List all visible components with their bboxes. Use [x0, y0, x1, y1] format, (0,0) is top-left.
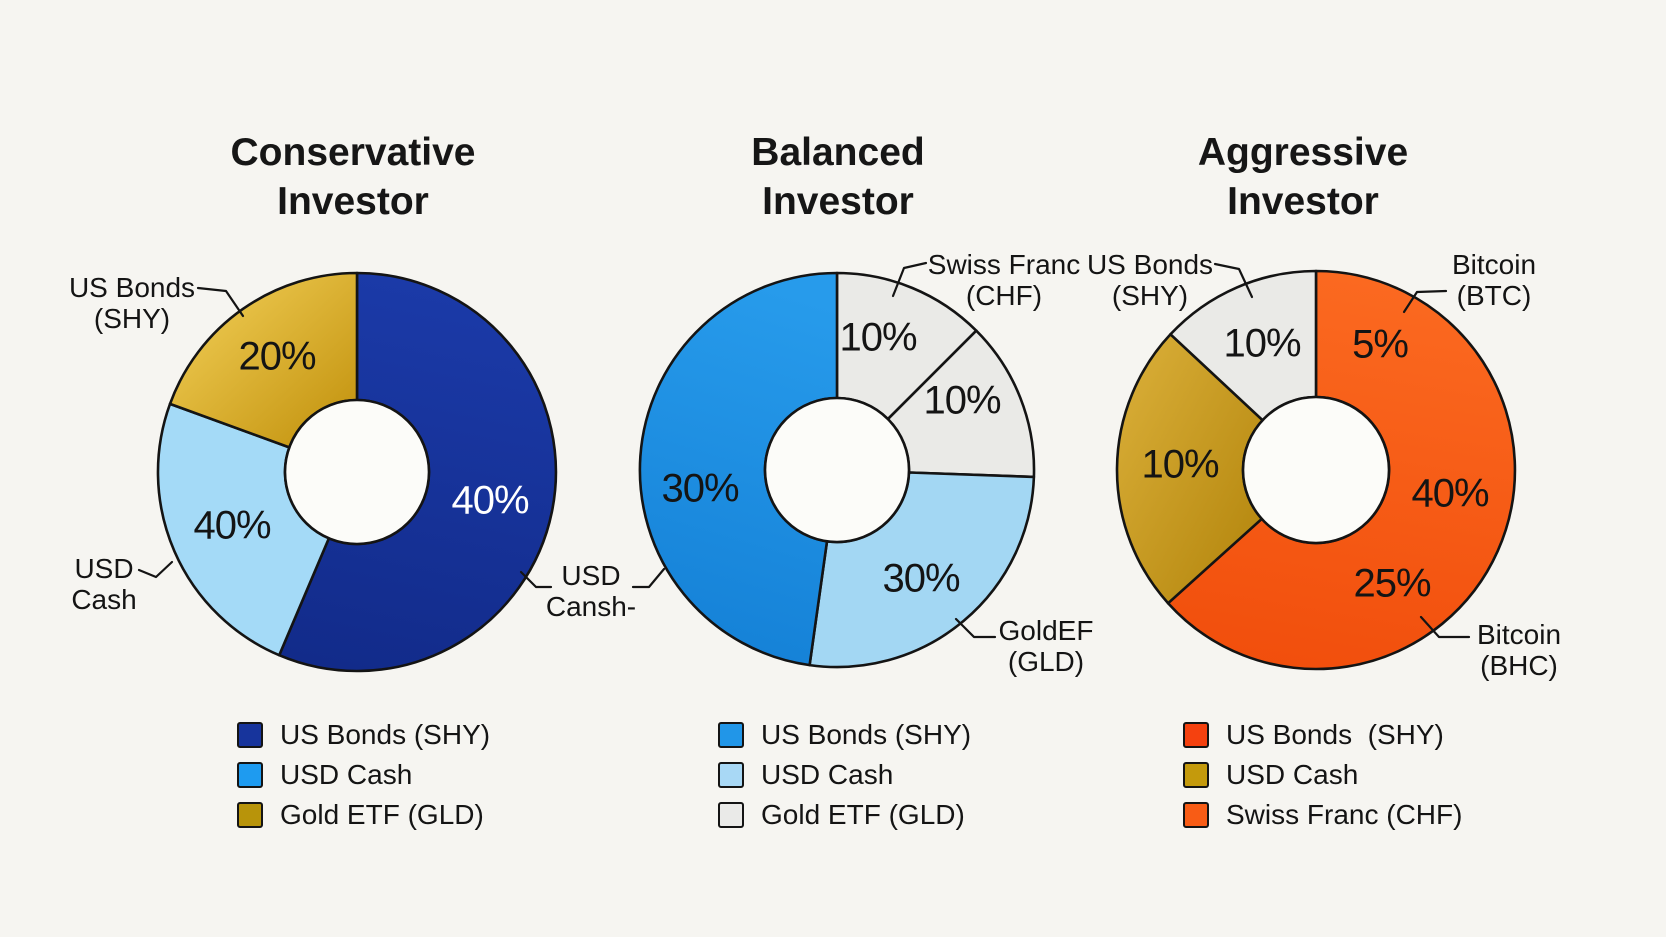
callout-leader-line	[631, 567, 666, 589]
donut-hole	[283, 398, 431, 546]
callout-line: (CHF)	[965, 280, 1043, 311]
legend-swatch	[1183, 762, 1209, 788]
chart-title-line: Investor	[762, 180, 914, 223]
legend-swatch	[237, 762, 263, 788]
legend-balanced-item: USD Cash	[718, 759, 894, 790]
callout-us-bonds-shy-3: US Bonds (SHY)	[1087, 249, 1213, 311]
callout-line: GoldEF	[998, 615, 1094, 646]
callout-line: Bitcoin	[1476, 619, 1562, 650]
slice-percent-label: 25%	[1353, 561, 1431, 606]
slice-percent-label: 20%	[238, 334, 316, 379]
legend-swatch	[1183, 722, 1209, 748]
legend-conservative-item: US Bonds (SHY)	[237, 719, 491, 750]
legend-swatch	[237, 722, 263, 748]
legend-label: USD Cash	[761, 759, 894, 790]
chart-title-conservative: Conservative Investor	[133, 128, 573, 226]
legend-balanced-item: Gold ETF (GLD)	[718, 799, 965, 830]
slice-percent-label: 10%	[923, 378, 1001, 423]
callout-line: USD	[561, 560, 621, 591]
legend-swatch	[718, 802, 744, 828]
callout-line: (GLD)	[1007, 646, 1085, 677]
chart-title-line: Conservative	[230, 131, 476, 174]
legend-label: Gold ETF (GLD)	[761, 799, 965, 830]
slice-percent-label: 10%	[1141, 442, 1219, 487]
legend-label: US Bonds (SHY)	[280, 719, 491, 750]
callout-line: Cansh-	[545, 591, 637, 622]
chart-title-aggressive: Aggressive Investor	[1083, 128, 1523, 226]
chart-title-balanced: Balanced Investor	[618, 128, 1058, 226]
callout-leader-line	[891, 261, 928, 298]
conservative-donut	[156, 271, 558, 673]
callout-leader-line	[196, 286, 245, 318]
slice-percent-label: 10%	[839, 315, 917, 360]
callout-line: (BTC)	[1456, 280, 1532, 311]
legend-swatch	[718, 762, 744, 788]
callout-goldef-gld: GoldEF (GLD)	[999, 615, 1094, 677]
callout-leader-line	[1402, 289, 1448, 314]
legend-conservative-item: USD Cash	[237, 759, 413, 790]
slice-percent-label: 30%	[882, 556, 960, 601]
chart-title-line: Investor	[277, 180, 429, 223]
legend-swatch	[718, 722, 744, 748]
legend-balanced-item: US Bonds (SHY)	[718, 719, 972, 750]
slice-percent-label: 40%	[193, 503, 271, 548]
legend-aggressive-item: Swiss Franc (CHF)	[1183, 799, 1463, 830]
callout-line: Swiss Franc	[927, 249, 1081, 280]
donut-hole	[763, 396, 911, 544]
callout-line: Cash	[71, 584, 137, 615]
callout-bitcoin-btc: Bitcoin (BTC)	[1452, 249, 1536, 311]
slice-percent-label: 10%	[1223, 321, 1301, 366]
callout-line: (SHY)	[1111, 280, 1189, 311]
callout-leader-line	[519, 570, 553, 589]
callout-leader-line	[137, 560, 174, 579]
legend-conservative-item: Gold ETF (GLD)	[237, 799, 484, 830]
legend-swatch	[1183, 802, 1209, 828]
callout-swiss-franc-chf: Swiss Franc (CHF)	[928, 249, 1080, 311]
chart-title-line: Investor	[1227, 180, 1379, 223]
legend-aggressive-item: USD Cash	[1183, 759, 1359, 790]
callout-line: US Bonds	[68, 272, 196, 303]
slice-percent-label: 40%	[451, 478, 529, 523]
callout-line: Bitcoin	[1451, 249, 1537, 280]
legend-label: USD Cash	[280, 759, 413, 790]
legend-label: USD Cash	[1226, 759, 1359, 790]
callout-line: US Bonds	[1086, 249, 1214, 280]
callout-line: (SHY)	[93, 303, 171, 334]
legend-aggressive-item: US Bonds (SHY)	[1183, 719, 1444, 750]
legend-label: Swiss Franc (CHF)	[1226, 799, 1463, 830]
callout-usd-cansh: USD Cansh-	[546, 560, 636, 622]
callout-usd-cash-1: USD Cash	[71, 553, 136, 615]
callout-us-bonds-shy-1: US Bonds (SHY)	[69, 272, 195, 334]
donut-hole	[1241, 395, 1391, 545]
slice-percent-label: 30%	[661, 466, 739, 511]
legend-label: Gold ETF (GLD)	[280, 799, 484, 830]
legend-label: US Bonds (SHY)	[761, 719, 972, 750]
callout-bitcoin-bhc: Bitcoin (BHC)	[1477, 619, 1561, 681]
legend-swatch	[237, 802, 263, 828]
chart-title-line: Balanced	[751, 131, 925, 174]
slice-percent-label: 40%	[1411, 471, 1489, 516]
slice-percent-label: 5%	[1352, 322, 1409, 367]
callout-leader-line	[954, 617, 997, 639]
callout-line: (BHC)	[1480, 650, 1558, 681]
callout-leader-line	[1213, 262, 1254, 299]
callout-leader-line	[1419, 615, 1471, 639]
callout-line: USD	[74, 553, 134, 584]
chart-title-line: Aggressive	[1197, 131, 1409, 174]
legend-label: US Bonds (SHY)	[1226, 719, 1444, 750]
